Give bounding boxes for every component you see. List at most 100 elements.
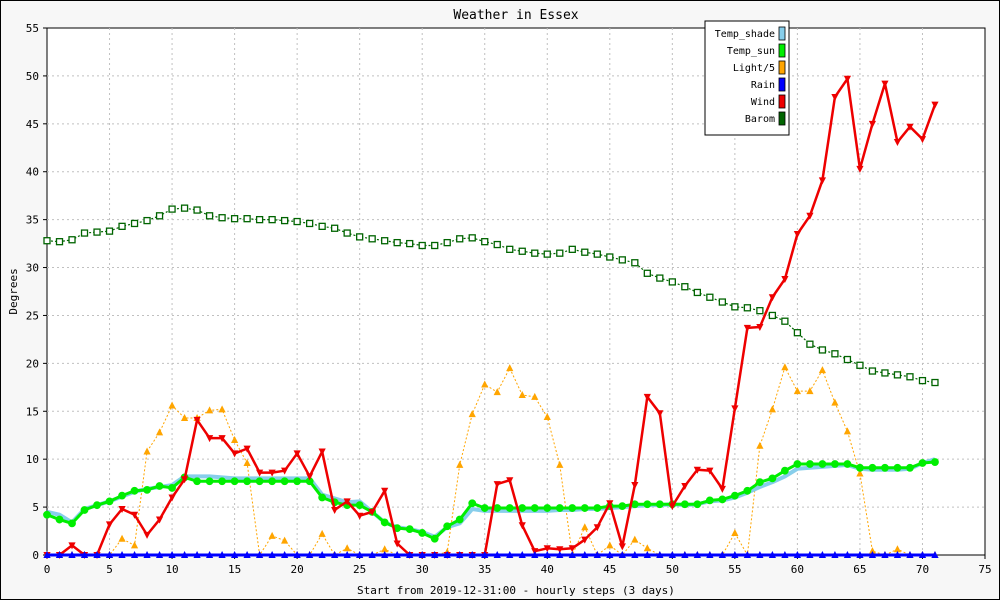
data-point-temp-sun	[205, 477, 214, 486]
data-point-rain	[205, 551, 214, 558]
data-point-barom	[118, 222, 126, 230]
data-point-wind	[756, 323, 764, 331]
data-point-temp-sun	[881, 463, 889, 472]
data-point-wind	[668, 503, 676, 511]
data-point-barom	[506, 245, 514, 253]
data-point-wind	[281, 467, 289, 475]
data-point-rain	[493, 551, 501, 558]
data-point-wind	[643, 393, 651, 401]
data-point-barom	[681, 283, 689, 291]
data-point-barom	[80, 229, 89, 237]
data-point-barom	[906, 373, 914, 381]
data-point-wind	[130, 511, 139, 519]
data-point-barom	[543, 250, 551, 258]
data-point-barom	[55, 238, 64, 246]
axes: 0 5 10 15 20 25 30 35 40 45 50 55 60 65 70 75 0 5 10 15 20 25…	[26, 22, 992, 576]
data-point-wind	[168, 494, 176, 502]
data-point-rain	[456, 551, 464, 558]
data-point-wind	[506, 477, 514, 485]
data-point-light-5	[781, 363, 789, 371]
legend-swatch-temp-shade	[778, 26, 786, 41]
x-tick-label: 50	[666, 563, 679, 576]
data-point-rain	[506, 551, 514, 558]
data-point-light-5	[531, 392, 539, 400]
data-point-wind	[393, 540, 401, 548]
data-point-rain	[693, 551, 701, 558]
data-point-barom	[856, 361, 864, 369]
data-point-barom	[268, 215, 276, 224]
data-point-barom	[293, 217, 301, 226]
legend-label-temp-sun: Temp_sun	[727, 46, 775, 57]
data-point-barom	[481, 238, 489, 246]
data-point-rain	[606, 551, 614, 558]
data-point-rain	[581, 551, 589, 558]
data-point-temp-sun	[893, 463, 902, 472]
data-point-barom	[606, 253, 614, 261]
data-point-wind	[368, 508, 376, 516]
x-tick-label: 40	[541, 563, 554, 576]
data-point-barom	[243, 215, 251, 223]
series-rain	[43, 551, 939, 558]
data-point-light-5	[756, 441, 764, 449]
data-point-temp-sun	[293, 477, 302, 486]
data-point-rain	[231, 551, 239, 558]
data-point-rain	[418, 551, 426, 558]
data-point-temp-sun	[618, 502, 627, 511]
data-point-light-5	[793, 387, 801, 395]
data-point-barom	[756, 307, 764, 315]
data-point-light-5	[243, 459, 251, 467]
data-point-light-5	[768, 405, 776, 413]
data-point-barom	[693, 288, 701, 297]
legend-swatch-wind	[778, 94, 786, 109]
data-point-rain	[618, 551, 626, 558]
data-point-light-5	[868, 547, 877, 555]
data-point-temp-sun	[130, 486, 139, 495]
data-point-rain	[568, 551, 576, 558]
data-point-wind	[618, 543, 626, 551]
data-point-barom	[305, 219, 314, 228]
data-point-barom	[105, 227, 114, 235]
data-point-light-5	[130, 541, 139, 549]
data-point-rain	[143, 551, 151, 558]
data-point-temp-sun	[418, 529, 427, 537]
data-point-temp-sun	[655, 500, 664, 509]
data-point-rain	[155, 551, 164, 558]
data-point-barom	[918, 376, 927, 385]
data-point-barom	[180, 204, 189, 212]
data-point-barom	[668, 278, 676, 286]
data-point-light-5	[556, 460, 564, 468]
data-point-barom	[556, 249, 564, 257]
data-point-barom	[518, 247, 526, 255]
data-point-barom	[418, 241, 426, 250]
data-point-rain	[556, 551, 564, 558]
data-point-light-5	[843, 427, 852, 435]
data-point-temp-sun	[780, 466, 789, 475]
data-point-light-5	[856, 469, 864, 477]
data-point-wind	[268, 469, 276, 477]
data-point-temp-sun	[68, 519, 76, 528]
data-point-barom	[868, 367, 877, 375]
data-point-rain	[856, 551, 864, 558]
data-point-temp-sun	[480, 504, 489, 512]
data-point-rain	[468, 551, 476, 558]
x-tick-label: 30	[416, 563, 429, 576]
data-point-barom	[255, 215, 264, 224]
data-point-rain	[756, 551, 764, 558]
x-tick-label: 5	[106, 563, 113, 576]
data-point-light-5	[168, 401, 176, 409]
data-point-rain	[393, 551, 401, 558]
data-point-light-5	[155, 428, 164, 436]
data-point-temp-sun	[856, 463, 864, 472]
data-point-light-5	[631, 535, 639, 543]
data-point-barom	[881, 369, 889, 377]
data-point-rain	[180, 551, 189, 558]
data-point-rain	[793, 551, 801, 558]
data-point-wind	[681, 483, 689, 491]
data-point-barom	[205, 212, 214, 220]
data-point-temp-sun	[718, 495, 727, 504]
data-point-wind	[918, 136, 927, 144]
data-point-light-5	[606, 541, 614, 549]
data-point-temp-sun	[430, 534, 439, 543]
legend-label-temp-shade: Temp_shade	[715, 29, 775, 40]
series-layer	[43, 75, 939, 559]
